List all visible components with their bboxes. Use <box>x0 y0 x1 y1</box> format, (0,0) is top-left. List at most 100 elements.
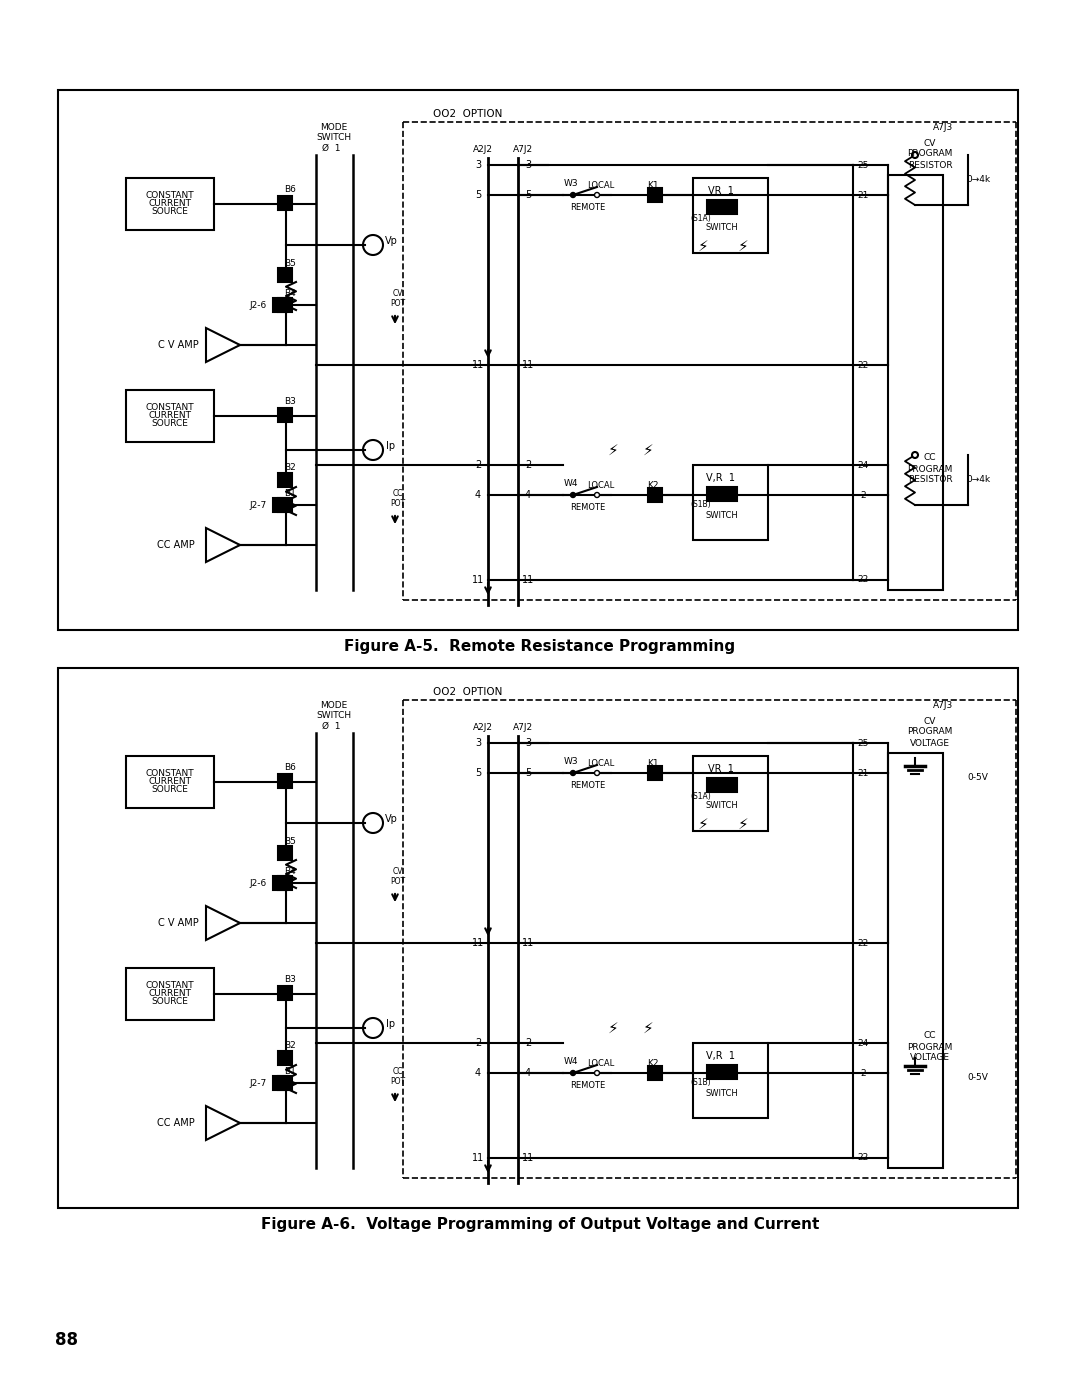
Text: SWITCH: SWITCH <box>705 1088 739 1098</box>
Bar <box>278 847 292 861</box>
Text: 21: 21 <box>858 768 868 778</box>
Bar <box>648 766 662 780</box>
Text: ⚡: ⚡ <box>643 443 653 457</box>
Text: 4: 4 <box>525 1067 531 1078</box>
Text: SWITCH: SWITCH <box>705 802 739 810</box>
Text: Figure A-6.  Voltage Programming of Output Voltage and Current: Figure A-6. Voltage Programming of Outpu… <box>260 1218 820 1232</box>
Text: 11: 11 <box>472 360 484 370</box>
Text: ⚡: ⚡ <box>608 1020 619 1035</box>
Text: 2: 2 <box>475 460 481 469</box>
Text: W4: W4 <box>564 1056 578 1066</box>
Text: 25: 25 <box>858 161 868 169</box>
Text: J2-7: J2-7 <box>249 500 267 510</box>
Bar <box>278 876 292 890</box>
Text: (S1B): (S1B) <box>691 500 712 510</box>
Bar <box>126 390 214 441</box>
Text: K1: K1 <box>647 759 659 767</box>
Text: PROGRAM: PROGRAM <box>907 1042 953 1052</box>
Text: ⚡: ⚡ <box>738 816 748 831</box>
Bar <box>273 876 287 890</box>
Text: A7J3: A7J3 <box>933 701 954 711</box>
Text: ⚡: ⚡ <box>698 239 708 253</box>
Text: CV: CV <box>393 866 403 876</box>
Text: REMOTE: REMOTE <box>570 203 606 211</box>
Text: B6: B6 <box>284 186 296 194</box>
Bar <box>278 1076 292 1090</box>
Text: B4: B4 <box>284 289 296 298</box>
Text: 0→4k: 0→4k <box>966 475 990 485</box>
Circle shape <box>570 193 576 197</box>
Text: 11: 11 <box>472 576 484 585</box>
Text: POT: POT <box>391 299 406 307</box>
Bar <box>126 756 214 807</box>
Text: LOCAL: LOCAL <box>588 180 615 190</box>
Text: W3: W3 <box>564 757 578 766</box>
Bar <box>888 175 943 590</box>
Circle shape <box>570 1070 576 1076</box>
Circle shape <box>594 193 599 197</box>
Text: 11: 11 <box>522 937 535 949</box>
Text: SWITCH: SWITCH <box>316 133 352 141</box>
Text: K2: K2 <box>647 481 659 489</box>
Text: PROGRAM: PROGRAM <box>907 149 953 158</box>
Text: SOURCE: SOURCE <box>151 208 188 217</box>
Bar <box>693 177 768 253</box>
Text: POT: POT <box>391 876 406 886</box>
Bar <box>126 968 214 1020</box>
Text: CV: CV <box>716 203 728 211</box>
Text: 22: 22 <box>858 360 868 369</box>
Text: 0→4k: 0→4k <box>966 176 990 184</box>
Text: SOURCE: SOURCE <box>151 419 188 429</box>
Text: PROGRAM: PROGRAM <box>907 464 953 474</box>
Bar <box>58 668 1018 1208</box>
Text: 5: 5 <box>475 190 481 200</box>
Text: 22: 22 <box>858 1154 868 1162</box>
Text: CC: CC <box>716 489 728 499</box>
Text: B5: B5 <box>284 258 296 267</box>
Circle shape <box>570 771 576 775</box>
Text: CC: CC <box>923 454 936 462</box>
Text: SOURCE: SOURCE <box>151 997 188 1006</box>
Text: A2J2: A2J2 <box>473 145 492 155</box>
Text: Vp: Vp <box>384 236 397 246</box>
Text: SOURCE: SOURCE <box>151 785 188 795</box>
Text: 2: 2 <box>525 1038 531 1048</box>
Text: ⚡: ⚡ <box>738 239 748 253</box>
Text: A7J3: A7J3 <box>933 123 954 133</box>
Bar <box>278 774 292 788</box>
Text: Figure A-5.  Remote Resistance Programming: Figure A-5. Remote Resistance Programmin… <box>345 640 735 655</box>
Text: J2-7: J2-7 <box>249 1078 267 1087</box>
Text: CV: CV <box>923 717 936 725</box>
Text: B2: B2 <box>284 1042 296 1051</box>
Bar <box>648 1066 662 1080</box>
Text: B2: B2 <box>284 464 296 472</box>
Text: B3: B3 <box>284 975 296 985</box>
Text: Ø  1: Ø 1 <box>322 721 340 731</box>
Text: CC AMP: CC AMP <box>157 541 194 550</box>
Bar <box>278 497 292 511</box>
Circle shape <box>594 1070 599 1076</box>
Text: J2-6: J2-6 <box>249 300 267 310</box>
Text: CV: CV <box>393 289 403 298</box>
Text: CURRENT: CURRENT <box>149 989 191 999</box>
Text: J2-6: J2-6 <box>249 879 267 887</box>
Text: ⚡: ⚡ <box>698 816 708 831</box>
Text: 24: 24 <box>858 1038 868 1048</box>
Text: 3: 3 <box>475 161 481 170</box>
Text: 11: 11 <box>522 576 535 585</box>
Text: CONSTANT: CONSTANT <box>146 982 194 990</box>
Bar <box>126 177 214 231</box>
Text: 2: 2 <box>475 1038 481 1048</box>
Bar <box>888 753 943 1168</box>
Text: 22: 22 <box>858 576 868 584</box>
Bar <box>693 465 768 541</box>
Text: B6: B6 <box>284 764 296 773</box>
Text: 3: 3 <box>475 738 481 747</box>
Text: MODE: MODE <box>321 123 348 131</box>
Text: (S1B): (S1B) <box>691 1078 712 1087</box>
Text: OO2  OPTION: OO2 OPTION <box>433 687 502 697</box>
Text: 24: 24 <box>858 461 868 469</box>
Text: 3: 3 <box>525 738 531 747</box>
Text: 22: 22 <box>858 939 868 947</box>
Text: CC: CC <box>393 1066 403 1076</box>
